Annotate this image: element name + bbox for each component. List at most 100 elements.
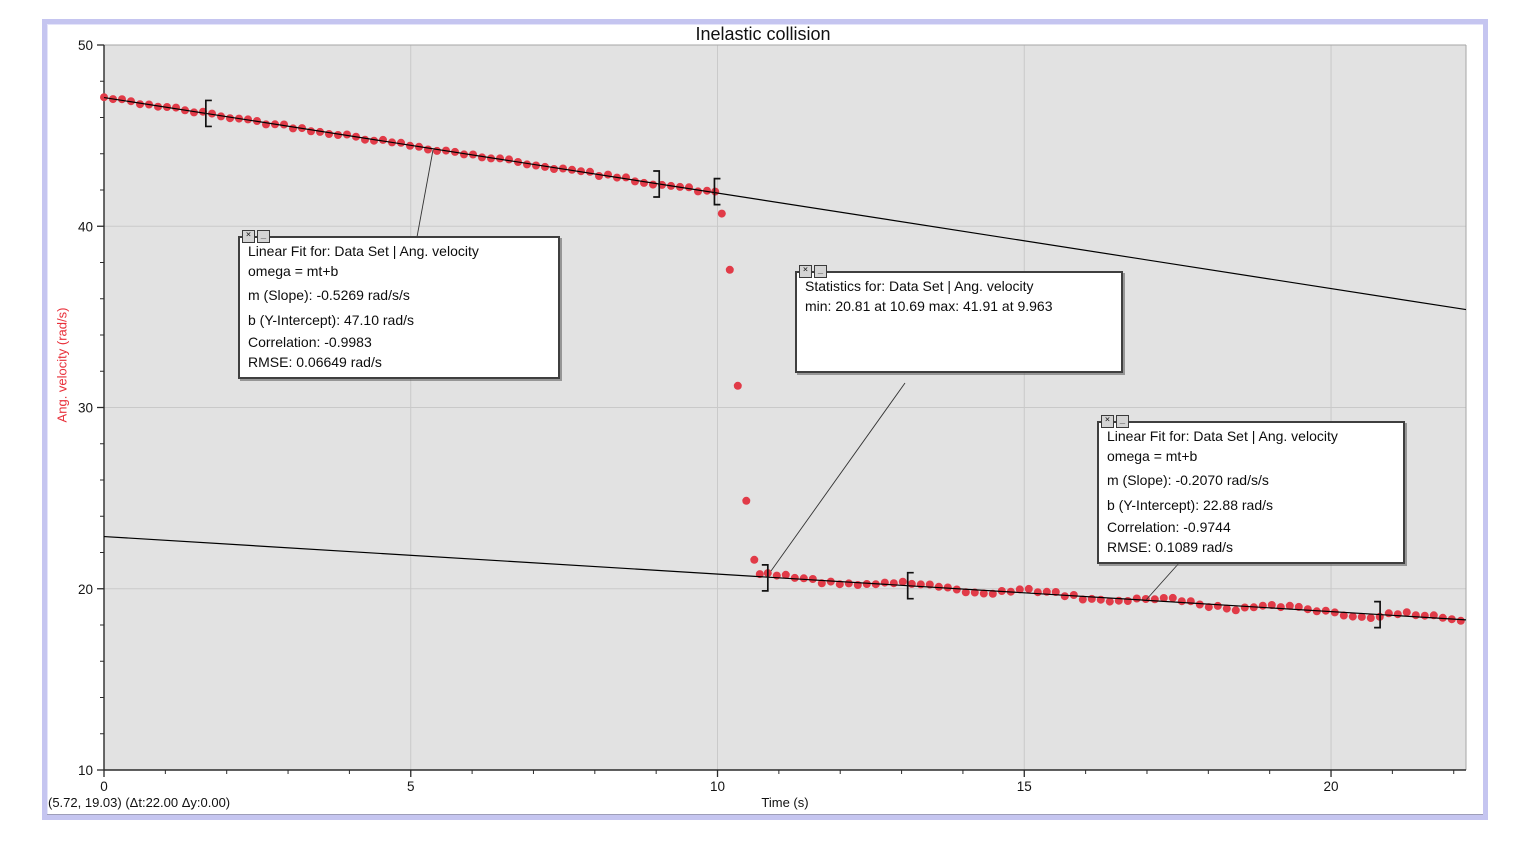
data-point — [703, 186, 711, 195]
fit2-slope: m (Slope): -0.2070 rad/s/s — [1107, 472, 1269, 488]
data-point — [505, 155, 513, 164]
data-point — [952, 585, 961, 594]
data-point — [1060, 592, 1069, 601]
fit2-end-bracket[interactable] — [1374, 600, 1381, 629]
data-point — [1384, 609, 1393, 618]
y-tick-label: 30 — [78, 401, 93, 416]
data-point — [750, 555, 759, 564]
y-tick-label: 40 — [78, 219, 93, 234]
data-point — [316, 127, 324, 136]
fit1-rmse: RMSE: 0.06649 rad/s — [248, 353, 382, 370]
fit1-correlation: Correlation: -0.9983 — [248, 334, 372, 350]
fit-line-2 — [103, 535, 1467, 621]
data-point — [1267, 601, 1276, 609]
y-axis-title: Ang. velocity (rad/s) — [54, 307, 70, 423]
fit2-rmse: RMSE: 0.1089 rad/s — [1107, 538, 1234, 555]
data-point — [325, 130, 333, 138]
data-point — [622, 173, 630, 182]
data-point — [733, 381, 742, 390]
data-point — [1222, 604, 1231, 613]
data-point — [370, 136, 378, 145]
data-point — [1339, 611, 1348, 620]
fit2-title: Linear Fit for: Data Set | Ang. velocity — [1107, 428, 1338, 444]
fit2-start-bracket[interactable] — [906, 571, 914, 600]
data-point — [460, 150, 468, 159]
data-point — [379, 135, 387, 144]
data-point — [280, 120, 288, 129]
chart-title: Inelastic collision — [695, 24, 831, 44]
close-icon[interactable]: × — [799, 265, 812, 278]
data-point — [1276, 603, 1285, 612]
data-point — [1078, 595, 1087, 604]
data-point — [1051, 588, 1060, 596]
data-point — [799, 574, 808, 583]
stats-end-bracket[interactable] — [761, 564, 769, 592]
collapse-icon[interactable]: _ — [814, 265, 827, 278]
data-point — [136, 100, 144, 109]
y-tick-label: 10 — [78, 763, 93, 778]
data-point — [433, 146, 441, 155]
data-point — [1087, 594, 1096, 603]
data-point — [1015, 585, 1024, 594]
fit1-start-bracket[interactable] — [204, 99, 212, 128]
close-icon[interactable]: × — [242, 230, 255, 243]
data-point — [496, 154, 504, 163]
data-point — [604, 170, 612, 179]
statistics-box[interactable]: × _ Statistics for: Data Set | Ang. velo… — [795, 265, 1123, 373]
data-point — [808, 575, 817, 583]
stats-start-bracket[interactable] — [713, 177, 721, 206]
y-tick-label: 20 — [78, 582, 93, 597]
data-point — [898, 577, 907, 586]
data-point — [790, 573, 799, 582]
data-point — [934, 582, 943, 591]
data-point — [1456, 616, 1465, 625]
data-point — [1411, 611, 1420, 620]
collapse-icon[interactable]: _ — [1116, 415, 1129, 428]
data-point — [523, 160, 531, 169]
data-point — [1150, 595, 1159, 604]
y-tick-label: 50 — [78, 38, 93, 53]
x-axis-title: Time (s) — [761, 795, 809, 810]
data-point — [343, 130, 351, 139]
data-point — [154, 102, 162, 111]
linear-fit-2-box[interactable]: × _ Linear Fit for: Data Set | Ang. velo… — [1097, 415, 1405, 564]
data-point — [826, 577, 835, 586]
linear-fit-1-box[interactable]: × _ Linear Fit for: Data Set | Ang. velo… — [238, 230, 560, 379]
data-point — [1357, 612, 1366, 621]
close-icon[interactable]: × — [1101, 415, 1114, 428]
data-point — [424, 145, 432, 154]
data-point — [334, 131, 342, 139]
data-point — [226, 114, 234, 123]
fit1-slope: m (Slope): -0.5269 rad/s/s — [248, 287, 410, 303]
data-point — [208, 109, 216, 118]
data-point — [577, 167, 585, 176]
fit-line-1 — [103, 96, 1467, 311]
x-tick-label: 20 — [1324, 779, 1339, 794]
data-point — [307, 127, 315, 136]
data-point — [1258, 601, 1267, 610]
x-tick-label: 0 — [100, 779, 108, 794]
data-point — [1132, 594, 1141, 603]
data-point — [190, 108, 198, 117]
fit1-intercept: b (Y-Intercept): 47.10 rad/s — [248, 311, 415, 328]
collapse-icon[interactable]: _ — [257, 230, 270, 243]
data-point — [1438, 613, 1447, 622]
data-point — [725, 265, 734, 274]
data-point — [550, 165, 558, 173]
x-tick-label: 15 — [1017, 779, 1032, 794]
data-point — [1231, 606, 1240, 615]
data-point — [1123, 597, 1132, 605]
annotation-connector — [770, 382, 906, 572]
fit1-end-bracket[interactable] — [653, 170, 661, 198]
data-point — [1393, 610, 1402, 619]
fit1-title: Linear Fit for: Data Set | Ang. velocity — [248, 243, 479, 259]
data-point — [685, 183, 693, 192]
data-point — [781, 570, 790, 579]
data-point — [1195, 600, 1204, 609]
data-point — [478, 153, 486, 162]
data-point — [1420, 611, 1429, 620]
stats-box-controls: × _ — [799, 265, 827, 278]
data-point — [1105, 597, 1114, 606]
annotation-connector — [1145, 561, 1181, 601]
